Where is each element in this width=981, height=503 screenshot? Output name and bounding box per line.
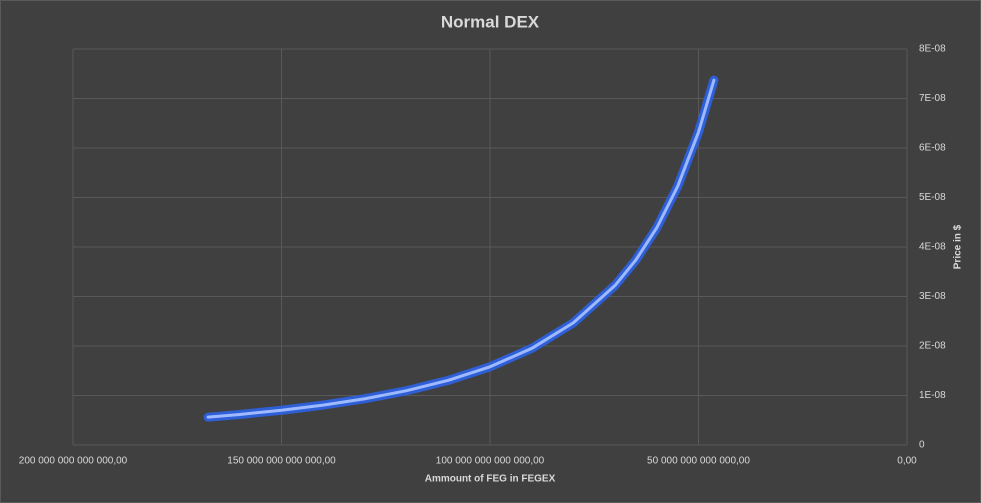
y-tick-label: 0 xyxy=(919,440,925,451)
y-axis-title: Price in $ xyxy=(953,224,964,269)
y-tick-label: 8E-08 xyxy=(919,44,946,55)
y-tick-label: 5E-08 xyxy=(919,192,946,203)
x-axis-title: Ammount of FEG in FEGEX xyxy=(425,474,556,485)
x-tick-label: 200 000 000 000 000,00 xyxy=(19,456,128,467)
x-tick-label: 150 000 000 000 000,00 xyxy=(227,456,336,467)
x-tick-label: 0,00 xyxy=(897,456,917,467)
x-tick-label: 100 000 000 000 000,00 xyxy=(436,456,545,467)
y-tick-label: 3E-08 xyxy=(919,291,946,302)
y-tick-label: 1E-08 xyxy=(919,390,946,401)
series-line-highlight xyxy=(206,78,716,419)
y-tick-label: 4E-08 xyxy=(919,242,946,253)
x-tick-label: 50 000 000 000 000,00 xyxy=(647,456,750,467)
y-tick-label: 6E-08 xyxy=(919,143,946,154)
y-tick-label: 2E-08 xyxy=(919,341,946,352)
y-tick-label: 7E-08 xyxy=(919,93,946,104)
chart-title: Normal DEX xyxy=(441,12,540,31)
